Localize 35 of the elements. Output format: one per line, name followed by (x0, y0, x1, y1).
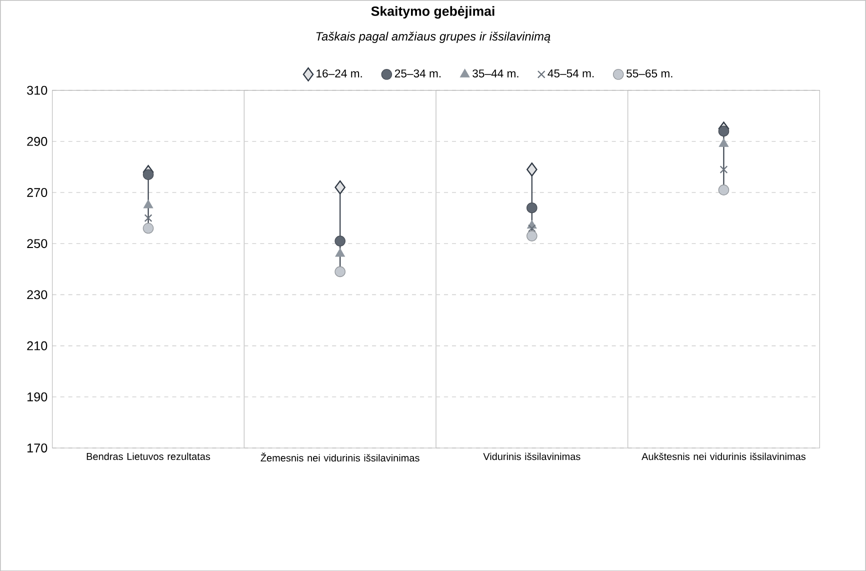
y-tick-label: 230 (27, 290, 48, 300)
x-tick-label: Aukštesnis nei vidurinis išsilavinimas (642, 452, 806, 460)
point (142, 169, 154, 180)
point (718, 138, 729, 147)
y-tick-label: 190 (28, 392, 48, 402)
x-tick-label: Žemesnis nei vidurinis išsilavinimas (260, 452, 420, 462)
y-tick-label: 270 (27, 188, 48, 197)
legend-label: 45–54 m. (548, 69, 594, 78)
point (718, 184, 730, 196)
legend-label: 35–44 m. (472, 69, 518, 78)
point (334, 180, 346, 194)
y-tick-label: 250 (27, 238, 48, 248)
point (334, 236, 346, 246)
chart-subtitle: Taškais pagal amžiaus grupes ir išsilavinimą (316, 32, 550, 43)
x-tick-label: Vidurinis išsilavinimas (483, 452, 580, 460)
point (335, 248, 345, 257)
legend-label: 25–34 m. (394, 69, 441, 78)
point (720, 165, 728, 174)
x-tick-label: Bendras Lietuvos rezultatas (86, 452, 210, 460)
point (718, 126, 730, 136)
point (144, 214, 152, 222)
point (528, 224, 536, 232)
point (526, 230, 538, 242)
legend-label: 55–65 m. (626, 69, 672, 78)
point (334, 266, 346, 277)
point (143, 200, 154, 208)
point (526, 162, 538, 176)
y-tick-label: 310 (27, 86, 48, 95)
point (142, 222, 154, 234)
y-tick-label: 290 (27, 136, 48, 146)
point (526, 202, 538, 214)
y-tick-label: 170 (28, 443, 48, 452)
y-tick-label: 210 (27, 341, 48, 350)
legend-label: 16–24 m. (316, 69, 362, 78)
chart-title: Skaitymo gebėjimai (371, 6, 494, 18)
